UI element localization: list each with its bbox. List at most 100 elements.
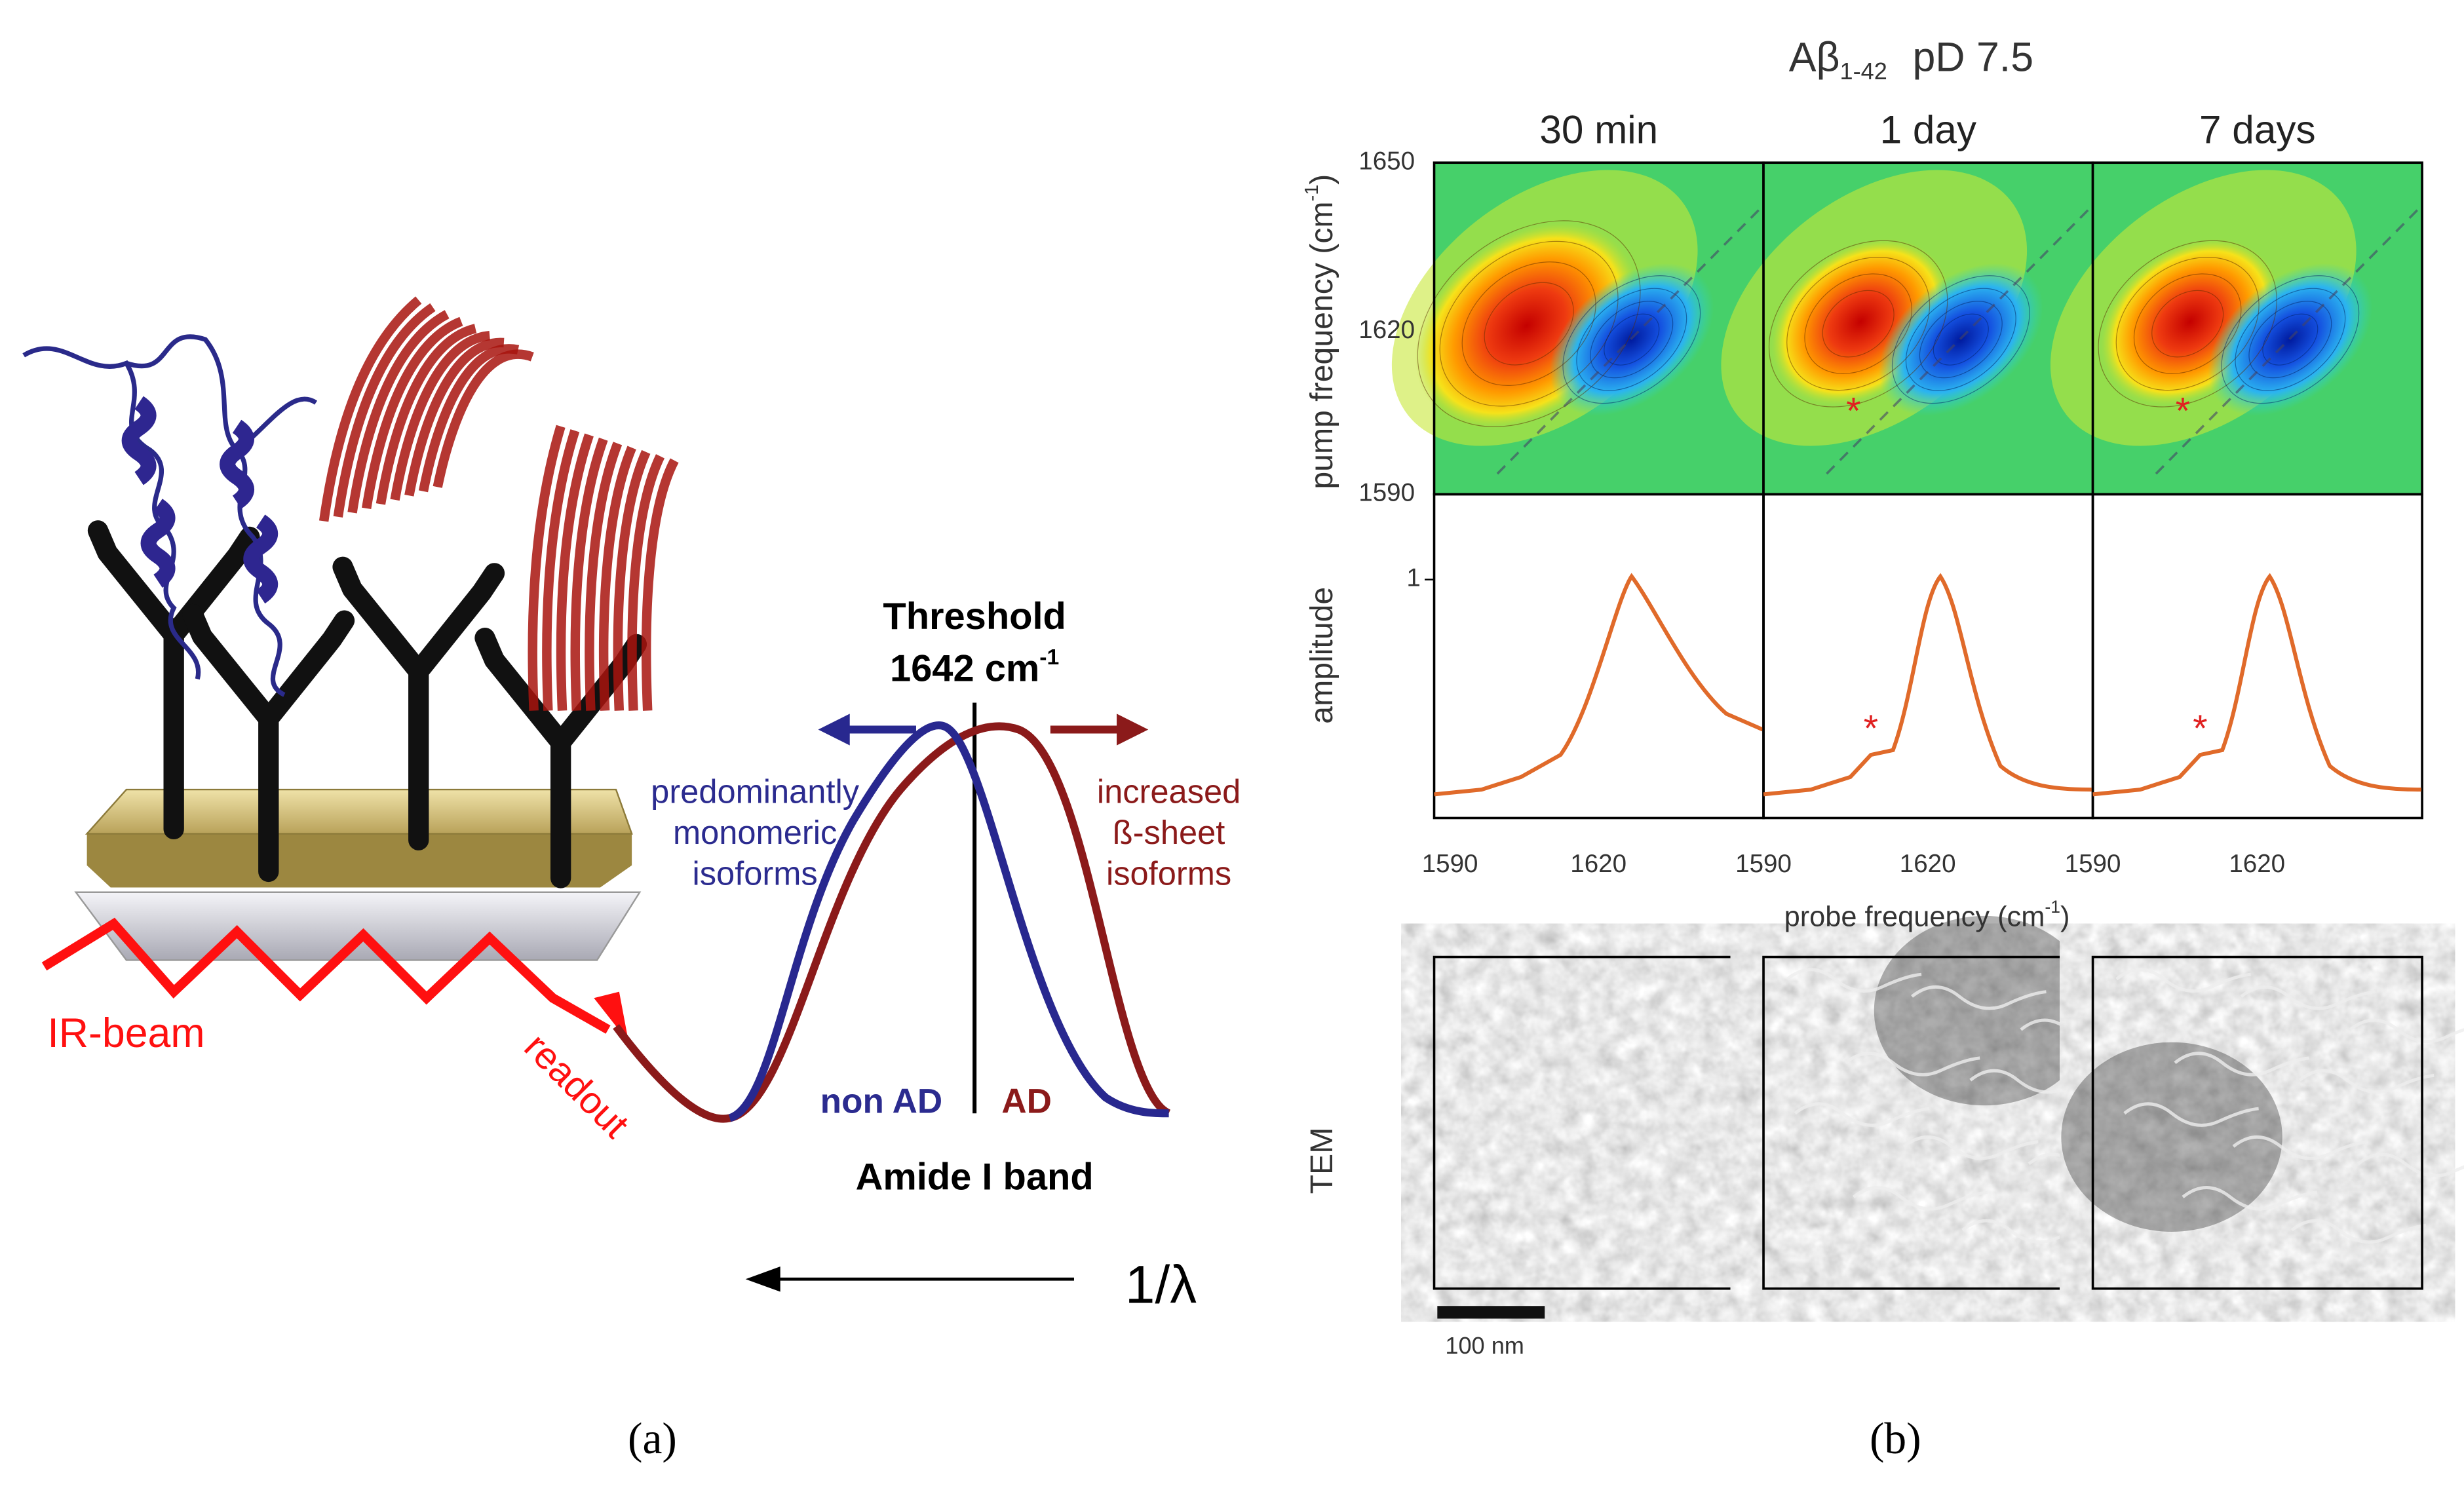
marker: * <box>1846 391 1861 432</box>
contour-line <box>1562 275 1701 404</box>
helix <box>220 419 254 509</box>
column-label: 1 day <box>1880 107 1976 151</box>
contour-line <box>1891 275 2030 404</box>
contour-line <box>2151 290 2224 358</box>
x-tick-label-part: 1590 <box>1735 850 1792 878</box>
non-ad-label-part: non AD <box>820 1082 943 1121</box>
x-tick-label-part: 1620 <box>2229 850 2285 878</box>
amplitude-frame <box>1762 493 2094 820</box>
fibril <box>2290 1219 2427 1244</box>
left-label: monomeric <box>673 814 837 851</box>
probe-axis-label-part: -1 <box>2045 897 2060 917</box>
tem-frame <box>2091 955 2423 1290</box>
wavenumber-arrow-head <box>745 1266 780 1292</box>
tem-shadow <box>2061 1042 2282 1232</box>
left-label-part: monomeric <box>673 814 837 851</box>
panel-title-part: Aβ <box>1789 34 1840 80</box>
marker: * <box>1864 708 1879 750</box>
right-label: increased <box>1097 773 1241 810</box>
panel-title: Aβ1-42 pD 7.5 <box>1789 34 2033 84</box>
marker-part: * <box>2176 391 2191 432</box>
beta-strand <box>347 310 594 711</box>
left-arrow-head <box>818 714 850 746</box>
amplitude-frame <box>1433 493 1765 820</box>
amplitude-frame <box>2091 493 2423 820</box>
marker: * <box>2193 708 2208 750</box>
column-label-part: 1 day <box>1880 107 1976 151</box>
right-label-part: ß-sheet <box>1113 814 1225 851</box>
x-tick-label: 1620 <box>2229 850 2285 878</box>
helix <box>243 514 279 604</box>
contour-map <box>1391 162 1765 495</box>
diagonal <box>1826 204 2094 475</box>
tem-shadow <box>1874 915 2096 1106</box>
antibody <box>332 556 505 850</box>
caption: (a) <box>628 1414 677 1463</box>
fibril <box>2357 1153 2464 1177</box>
tem-image <box>2092 957 2423 1289</box>
readout-label-part: readout <box>516 1025 636 1146</box>
contour-line <box>1933 313 1989 366</box>
marker-part: * <box>2193 708 2208 750</box>
axis-label-part: 1/λ <box>1125 1255 1197 1314</box>
contour-map <box>2050 162 2423 495</box>
x-tick-label-part: 1590 <box>2065 850 2121 878</box>
scale-bar-label-part: 100 nm <box>1445 1331 1524 1358</box>
tem-label: TEM <box>1304 1128 1339 1194</box>
panel-title-part: 1-42 <box>1840 57 1887 84</box>
contour-line <box>2115 256 2260 391</box>
y-tick-label: 1 <box>1406 564 1420 592</box>
right-arrow-head <box>1117 714 1149 746</box>
band-label: Amide I band <box>856 1156 1094 1198</box>
fibril <box>1903 1135 2039 1160</box>
fibril <box>1969 1069 2105 1094</box>
amplitude-curve <box>1434 573 1764 797</box>
contour-line <box>1576 288 1687 391</box>
fibril <box>2115 968 2251 993</box>
y-tick-label-part: 1650 <box>1358 147 1415 175</box>
fibril <box>2182 1186 2318 1211</box>
scale-bar-label: 100 nm <box>1445 1331 1524 1358</box>
non-ad-label: non AD <box>820 1082 943 1121</box>
left-label: predominantly <box>651 773 860 810</box>
column-label: 30 min <box>1539 107 1658 151</box>
y-tick-label-part: 1590 <box>1358 479 1415 507</box>
left-label-part: isoforms <box>693 855 818 892</box>
pump-axis-label-part: pump frequency (cm <box>1304 201 1339 489</box>
column-label-part: 30 min <box>1539 107 1658 151</box>
contour-line <box>1417 220 1641 427</box>
antibody <box>87 520 260 840</box>
amplitude-curve <box>1763 573 2092 797</box>
fibril <box>2123 1102 2259 1127</box>
contour-line <box>2235 288 2346 391</box>
amplitude-axis-label: amplitude <box>1304 587 1339 724</box>
beta-strand <box>404 337 651 711</box>
contour-line <box>1604 313 1660 366</box>
contour-line <box>2262 313 2319 366</box>
contour-line <box>1786 256 1931 391</box>
ad-label-part: AD <box>1001 1082 1052 1121</box>
contour-line <box>1590 301 1674 379</box>
x-tick-label: 1590 <box>2065 850 2121 878</box>
y-tick-label: 1650 <box>1358 147 1415 175</box>
right-label: ß-sheet <box>1113 814 1225 851</box>
helix <box>140 499 176 588</box>
contour-line <box>1768 240 1948 408</box>
tem-image <box>1763 957 2093 1289</box>
contour-line <box>1905 288 2016 391</box>
fibril <box>2232 1135 2368 1160</box>
beam-label: IR-beam <box>47 1010 204 1056</box>
beta-strand <box>362 316 608 711</box>
fibril <box>1961 1219 2097 1244</box>
fibril <box>1786 968 1922 993</box>
band-label-part: Amide I band <box>856 1156 1094 1198</box>
amplitude-axis-label-part: amplitude <box>1304 587 1339 724</box>
threshold-value-part: 1642 cm <box>890 648 1039 690</box>
pump-axis-label: pump frequency (cm-1) <box>1301 174 1339 489</box>
right-label-part: isoforms <box>1106 855 1231 892</box>
contour-line <box>2133 273 2242 374</box>
fibril <box>1852 1186 1988 1211</box>
caption-part: (b) <box>1870 1414 1921 1463</box>
tem-image <box>1434 957 1764 1289</box>
